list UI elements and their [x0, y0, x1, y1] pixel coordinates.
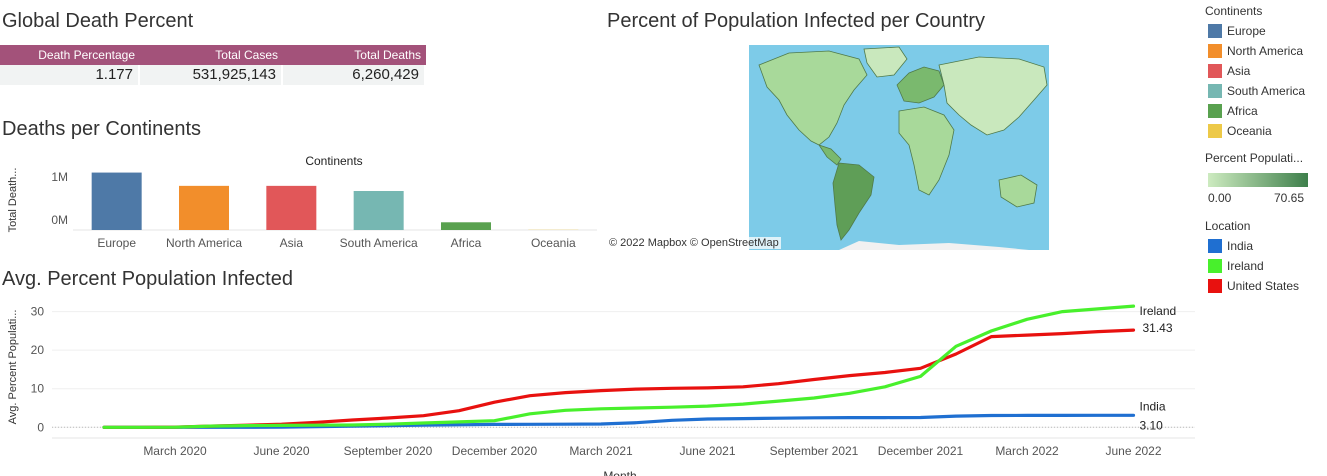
bar-ytick-label: 1M: [51, 170, 68, 184]
line-xtick-label: December 2020: [452, 444, 538, 458]
legend-label: Asia: [1227, 64, 1251, 78]
kpi-total-cases[interactable]: 531,925,143: [140, 65, 283, 85]
line-end-label-ireland: Ireland: [1140, 304, 1177, 318]
line-xtick-label: September 2020: [344, 444, 433, 458]
legend-swatch: [1208, 259, 1222, 273]
legend-item-north-america[interactable]: North America: [1208, 44, 1303, 58]
legend-item-africa[interactable]: Africa: [1208, 104, 1258, 118]
bar-category-label: Europe: [97, 236, 136, 250]
line-ytick-label: 20: [31, 343, 45, 357]
map-ocean[interactable]: [749, 45, 1049, 250]
bar-header: Continents: [305, 154, 362, 168]
legend-label: Africa: [1227, 104, 1258, 118]
kpi-table: Death Percentage Total Cases Total Death…: [0, 45, 426, 85]
line-xtick-label: June 2021: [679, 444, 735, 458]
map-region-central-america[interactable]: [818, 144, 842, 166]
line-xtick-label: March 2022: [995, 444, 1059, 458]
line-end-value-india: 3.10: [1140, 418, 1164, 432]
line-end-value-ireland: 31.43: [1143, 321, 1173, 335]
legend-continents-title: Continents: [1205, 4, 1263, 18]
legend-label: Ireland: [1227, 259, 1264, 273]
kpi-header-total-deaths: Total Deaths: [354, 48, 421, 62]
line-ytick-label: 30: [31, 305, 45, 319]
legend-item-asia[interactable]: Asia: [1208, 64, 1250, 78]
global-death-title: Global Death Percent: [2, 10, 194, 32]
legend-item-united-states[interactable]: United States: [1208, 279, 1299, 293]
legend-label: Oceania: [1227, 124, 1272, 138]
legend-swatch: [1208, 84, 1222, 98]
line-end-label-india: India: [1140, 399, 1166, 413]
line-xtick-label: June 2020: [253, 444, 309, 458]
line-ytick-label: 10: [31, 382, 45, 396]
deaths-continents-title: Deaths per Continents: [2, 118, 202, 140]
deaths-bar-chart: Continents Total Death... 0M 1M Europe North …: [7, 154, 597, 250]
line-xlabel: Month: [603, 469, 636, 476]
line-ylabel: Avg. Percent Populati...: [7, 310, 19, 425]
bar-category-label: Africa: [451, 236, 482, 250]
bar-category-label: Oceania: [531, 236, 576, 250]
legend-label: Europe: [1227, 24, 1266, 38]
line-xtick-label: June 2022: [1105, 444, 1161, 458]
map-region-asia[interactable]: [938, 56, 1048, 136]
line-series-ireland[interactable]: [102, 304, 1136, 429]
legend-label: India: [1227, 239, 1254, 253]
map-region-europe[interactable]: [896, 66, 945, 104]
map-region-antarctica[interactable]: [839, 241, 1029, 250]
line-xtick-label: September 2021: [770, 444, 859, 458]
legend-item-south-america[interactable]: South America: [1208, 84, 1305, 98]
bar-asia[interactable]: [266, 185, 317, 230]
bar-category-label: South America: [340, 236, 418, 250]
bar-africa[interactable]: [441, 222, 491, 230]
legend-label: United States: [1227, 279, 1300, 293]
map-title: Percent of Population Infected per Count…: [607, 10, 986, 32]
line-series-india[interactable]: [102, 413, 1136, 429]
map-region-africa[interactable]: [898, 106, 955, 196]
bar-south-america[interactable]: [353, 191, 404, 230]
legend-gradient-title: Percent Populati...: [1205, 151, 1304, 165]
line-series-united-states[interactable]: [102, 328, 1136, 429]
legend-swatch: [1208, 44, 1222, 58]
legend-gradient-bar[interactable]: [1208, 173, 1308, 187]
legend-item-oceania[interactable]: Oceania: [1208, 124, 1272, 138]
legend-swatch: [1208, 124, 1222, 138]
legend-label: North America: [1227, 44, 1304, 58]
legend-item-europe[interactable]: Europe: [1208, 24, 1266, 38]
legend-label: South America: [1227, 84, 1306, 98]
kpi-death-percentage[interactable]: 1.177: [0, 65, 140, 85]
kpi-header-row: Death Percentage Total Cases Total Death…: [0, 45, 426, 65]
line-xtick-label: March 2020: [143, 444, 207, 458]
kpi-header-total-cases: Total Cases: [215, 48, 278, 62]
map-credit[interactable]: © 2022 Mapbox © OpenStreetMap: [607, 237, 781, 249]
legend-location-title: Location: [1205, 219, 1251, 233]
map-region-australia[interactable]: [998, 174, 1038, 208]
legend-item-india[interactable]: India: [1208, 239, 1253, 253]
bar-ylabel: Total Death...: [7, 168, 19, 233]
legend-swatch: [1208, 24, 1222, 38]
legend-gradient-min: 0.00: [1208, 191, 1232, 205]
legend-gradient-max: 70.65: [1274, 191, 1305, 205]
bar-ytick-label: 0M: [51, 213, 68, 227]
bar-europe[interactable]: [91, 172, 142, 230]
bar-category-label: Asia: [280, 236, 304, 250]
legend-swatch: [1208, 239, 1222, 253]
legend-item-ireland[interactable]: Ireland: [1208, 259, 1264, 273]
legend-swatch: [1208, 64, 1222, 78]
kpi-header-death-percentage: Death Percentage: [38, 48, 135, 62]
map-land[interactable]: [749, 45, 1049, 250]
infection-line-chart: 0 10 20 30 Avg. Percent Populati... March 202…: [7, 304, 1195, 476]
legend-swatch: [1208, 279, 1222, 293]
world-map[interactable]: © 2022 Mapbox © OpenStreetMap: [603, 45, 1049, 250]
map-region-greenland[interactable]: [863, 46, 908, 78]
line-ytick-label: 0: [37, 420, 44, 434]
bar-north-america[interactable]: [179, 185, 229, 230]
map-region-south-america[interactable]: [832, 162, 875, 241]
map-region-north-america[interactable]: [758, 50, 868, 146]
line-chart-title: Avg. Percent Population Infected: [2, 268, 293, 290]
line-xtick-label: December 2021: [878, 444, 964, 458]
legend-swatch: [1208, 104, 1222, 118]
kpi-total-deaths[interactable]: 6,260,429: [283, 65, 426, 85]
line-xtick-label: March 2021: [569, 444, 633, 458]
bar-category-label: North America: [166, 236, 242, 250]
kpi-value-row: 1.177 531,925,143 6,260,429: [0, 65, 426, 85]
